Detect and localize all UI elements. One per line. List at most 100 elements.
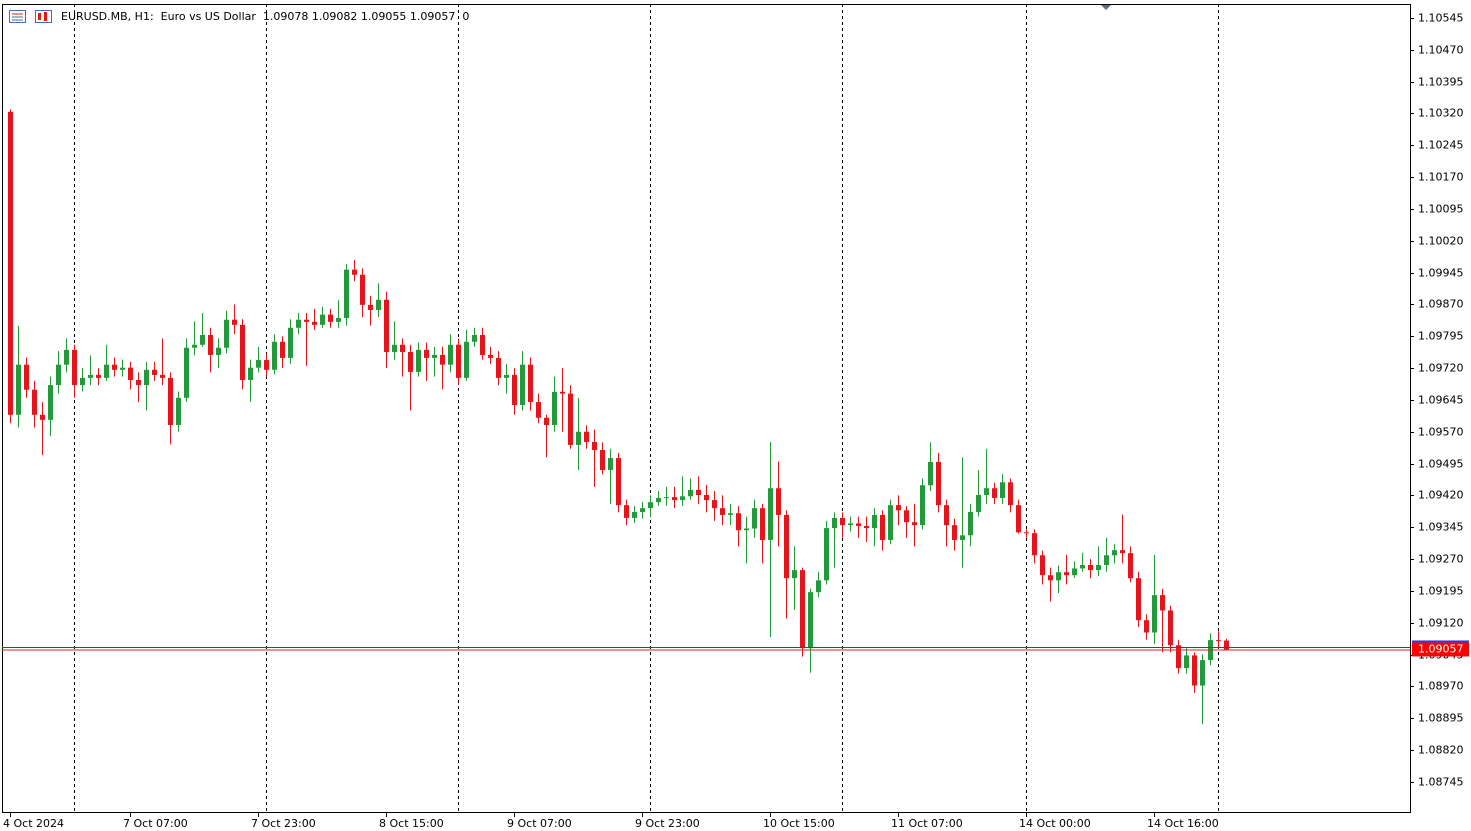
candle-body — [720, 508, 725, 515]
candle-body — [1152, 595, 1157, 633]
candle-body — [656, 497, 661, 503]
candle-body — [584, 431, 589, 442]
candle-body — [208, 335, 213, 355]
candle-body — [776, 488, 781, 515]
y-tick-label: 1.09945 — [1418, 267, 1464, 280]
candle-body — [48, 385, 53, 420]
candle-body — [688, 489, 693, 497]
candle-body — [840, 517, 845, 526]
candle-body — [272, 341, 277, 370]
candle-body — [968, 511, 973, 536]
period-separators — [74, 4, 1219, 812]
y-tick-label: 1.10095 — [1418, 203, 1464, 216]
candle-body — [624, 505, 629, 518]
candle-body — [176, 397, 181, 425]
candle-body — [168, 377, 173, 425]
candle-body — [104, 364, 109, 378]
x-tick-label: 10 Oct 15:00 — [763, 817, 835, 830]
candle-body — [664, 497, 669, 499]
candle-body — [792, 570, 797, 579]
candle-body — [96, 374, 101, 378]
candle-body — [120, 367, 125, 370]
candle-body — [680, 496, 685, 501]
candle-body — [984, 488, 989, 495]
candle-body — [72, 349, 77, 386]
candle-body — [296, 319, 301, 328]
candle-body — [464, 341, 469, 378]
candle-body — [952, 525, 957, 540]
candle-body — [864, 525, 869, 529]
candle-body — [1032, 533, 1037, 556]
y-tick-label: 1.10320 — [1418, 107, 1464, 120]
candle-body — [872, 514, 877, 529]
candle-body — [224, 319, 229, 348]
candle-body — [8, 111, 13, 415]
candle-body — [784, 514, 789, 579]
candle-body — [1016, 505, 1021, 533]
y-tick-label: 1.08745 — [1418, 776, 1464, 789]
candle-body — [1104, 555, 1109, 566]
y-tick-label: 1.10170 — [1418, 171, 1464, 184]
x-tick-label: 14 Oct 00:00 — [1019, 817, 1091, 830]
candle-body — [1184, 655, 1189, 669]
candle-body — [832, 517, 837, 529]
x-tick-label: 9 Oct 07:00 — [507, 817, 572, 830]
candle-body — [448, 344, 453, 365]
candle-body — [712, 500, 717, 509]
candle-body — [456, 344, 461, 378]
candle-body — [560, 391, 565, 394]
candle-body — [320, 314, 325, 325]
candle-body — [752, 508, 757, 529]
chart-header: EURUSD.MB, H1: Euro vs US Dollar 1.09078… — [61, 10, 469, 23]
candle-body — [760, 508, 765, 540]
y-tick-label: 1.10395 — [1418, 76, 1464, 89]
candle-body — [704, 494, 709, 501]
header-low: 1.09055 — [361, 10, 407, 23]
candle-body — [736, 513, 741, 531]
candle-body — [1168, 610, 1173, 646]
candle-body — [1200, 660, 1205, 686]
candle-body — [136, 379, 141, 386]
x-tick-label: 7 Oct 07:00 — [123, 817, 188, 830]
candle-body — [1120, 550, 1125, 554]
candle-body — [144, 369, 149, 386]
candle-body — [352, 269, 357, 275]
candle-body — [304, 319, 309, 322]
candle-body — [312, 321, 317, 325]
y-tick-label: 1.10020 — [1418, 235, 1464, 248]
candle-body — [848, 523, 853, 526]
price-label-top — [1412, 640, 1469, 643]
shift-marker[interactable] — [1101, 5, 1111, 10]
candle-body — [672, 497, 677, 501]
candle-body — [64, 349, 69, 365]
candle-body — [1216, 640, 1221, 642]
candle-body — [512, 374, 517, 406]
candle-body — [200, 335, 205, 345]
candle-body — [88, 374, 93, 378]
chart-icon[interactable] — [35, 10, 52, 23]
candle-body — [632, 511, 637, 518]
header-high: 1.09082 — [312, 10, 358, 23]
candle-body — [1096, 565, 1101, 571]
candle-body — [432, 354, 437, 358]
candle-body — [544, 417, 549, 425]
candle-body — [1136, 578, 1141, 621]
candle-body — [496, 357, 501, 378]
candle-body — [160, 374, 165, 378]
candle-body — [600, 450, 605, 470]
candle-body — [904, 510, 909, 523]
candle-body — [256, 360, 261, 368]
candle-body — [936, 461, 941, 506]
candle-body — [1048, 575, 1053, 581]
candle-body — [608, 458, 613, 470]
candle-body — [184, 347, 189, 398]
candle-body — [976, 494, 981, 512]
candle-body — [288, 327, 293, 358]
y-tick-label: 1.08970 — [1418, 680, 1464, 693]
candle-body — [240, 324, 245, 380]
candle-body — [808, 592, 813, 649]
y-tick-label: 1.09120 — [1418, 617, 1464, 630]
candle-body — [1008, 482, 1013, 506]
y-tick-label: 1.09420 — [1418, 489, 1464, 502]
candle-body — [1024, 532, 1029, 534]
